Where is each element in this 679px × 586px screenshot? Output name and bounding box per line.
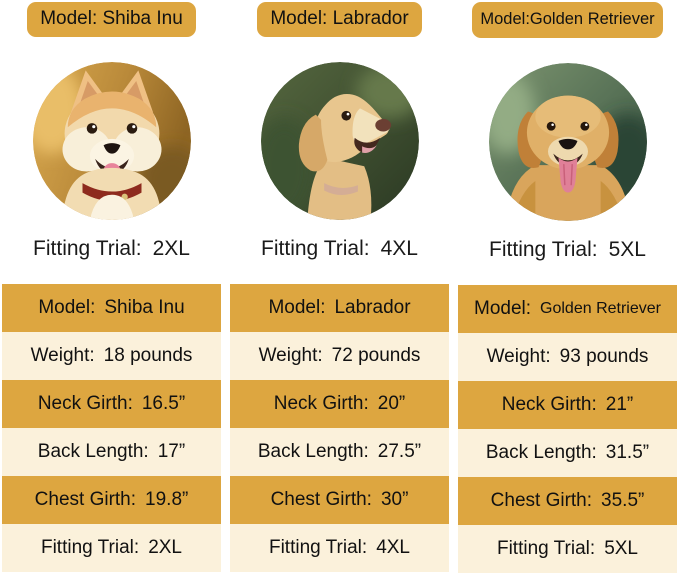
row-value: 72 pounds: [331, 344, 421, 366]
row-label: Chest Girth:: [490, 489, 593, 511]
row-label: Fitting Trial:: [268, 536, 368, 558]
breed-column-golden-retriever: Model: Golden Retriever: [458, 2, 677, 586]
shiba-inu-dog-photo: [32, 61, 191, 220]
size-table: Model: Labrador Weight: 72 pounds Neck G…: [230, 283, 449, 572]
row-value: 18 pounds: [103, 344, 193, 366]
model-badge: Model: Labrador: [257, 2, 422, 37]
table-row: Back Length: 31.5”: [458, 428, 677, 477]
row-value: 30”: [380, 488, 409, 510]
row-label: Model:: [474, 297, 532, 319]
fitting-trial-text: Fitting Trial: 4XL: [261, 237, 418, 261]
table-row: Fitting Trial: 2XL: [2, 523, 221, 572]
table-row: Back Length: 27.5”: [230, 427, 449, 476]
row-value: Shiba Inu: [104, 296, 185, 318]
table-row: Fitting Trial: 4XL: [230, 523, 449, 572]
row-label: Weight:: [486, 345, 551, 367]
breed-column-labrador: Model: Labrador: [230, 2, 449, 586]
row-label: Back Length:: [257, 440, 369, 462]
model-badge: Model:Golden Retriever: [472, 2, 663, 38]
table-row: Fitting Trial: 5XL: [458, 524, 677, 573]
table-row: Chest Girth: 19.8”: [2, 475, 221, 524]
row-value: Golden Retriever: [540, 299, 661, 317]
fitting-trial-value: 4XL: [380, 236, 418, 260]
row-label: Chest Girth:: [34, 488, 137, 510]
row-value: 27.5”: [377, 440, 422, 462]
golden-retriever-dog-photo: [488, 62, 647, 221]
row-value: 93 pounds: [559, 345, 649, 367]
row-label: Model:: [268, 296, 326, 318]
table-row: Weight: 93 pounds: [458, 332, 677, 381]
row-value: Labrador: [334, 296, 411, 318]
row-value: 5XL: [604, 537, 638, 559]
row-label: Fitting Trial:: [496, 537, 596, 559]
row-label: Back Length:: [485, 441, 597, 463]
row-value: 35.5”: [601, 489, 645, 511]
table-row: Neck Girth: 16.5”: [2, 379, 221, 428]
fitting-trial-label: Fitting Trial:: [33, 236, 142, 260]
table-row: Model: Labrador: [230, 283, 449, 332]
row-value: 21”: [605, 393, 634, 415]
row-label: Neck Girth:: [37, 392, 133, 414]
breed-column-shiba-inu: Model: Shiba Inu: [2, 2, 221, 586]
row-value: 16.5”: [141, 392, 186, 414]
row-value: 20”: [377, 392, 406, 414]
table-row: Weight: 18 pounds: [2, 331, 221, 380]
size-table: Model: Golden Retriever Weight: 93 pound…: [458, 284, 677, 573]
fitting-trial-text: Fitting Trial: 5XL: [489, 238, 646, 262]
golden-retriever-photo-illustration: [488, 62, 647, 221]
fitting-trial-value: 5XL: [608, 237, 646, 261]
row-label: Weight:: [258, 344, 323, 366]
table-row: Model: Golden Retriever: [458, 284, 677, 333]
row-value: 19.8”: [145, 488, 189, 510]
fitting-trial-label: Fitting Trial:: [489, 237, 598, 261]
model-badge: Model: Shiba Inu: [27, 2, 196, 37]
size-table: Model: Shiba Inu Weight: 18 pounds Neck …: [2, 283, 221, 572]
row-label: Neck Girth:: [501, 393, 597, 415]
labrador-dog-photo: [260, 61, 419, 220]
table-row: Neck Girth: 21”: [458, 380, 677, 429]
row-label: Fitting Trial:: [40, 536, 140, 558]
table-row: Chest Girth: 35.5”: [458, 476, 677, 525]
table-row: Back Length: 17”: [2, 427, 221, 476]
row-value: 4XL: [376, 536, 410, 558]
fitting-trial-text: Fitting Trial: 2XL: [33, 237, 190, 261]
table-row: Neck Girth: 20”: [230, 379, 449, 428]
table-row: Chest Girth: 30”: [230, 475, 449, 524]
row-value: 31.5”: [605, 441, 650, 463]
fitting-trial-label: Fitting Trial:: [261, 236, 370, 260]
table-row: Model: Shiba Inu: [2, 283, 221, 332]
row-label: Model:: [38, 296, 96, 318]
row-label: Neck Girth:: [273, 392, 369, 414]
table-row: Weight: 72 pounds: [230, 331, 449, 380]
row-label: Chest Girth:: [270, 488, 372, 510]
row-value: 2XL: [148, 536, 182, 558]
fitting-trial-value: 2XL: [152, 236, 190, 260]
row-label: Weight:: [30, 344, 95, 366]
row-value: 17”: [157, 440, 186, 462]
row-label: Back Length:: [37, 440, 149, 462]
labrador-photo-illustration: [260, 61, 419, 220]
shiba-inu-photo-illustration: [32, 61, 191, 220]
